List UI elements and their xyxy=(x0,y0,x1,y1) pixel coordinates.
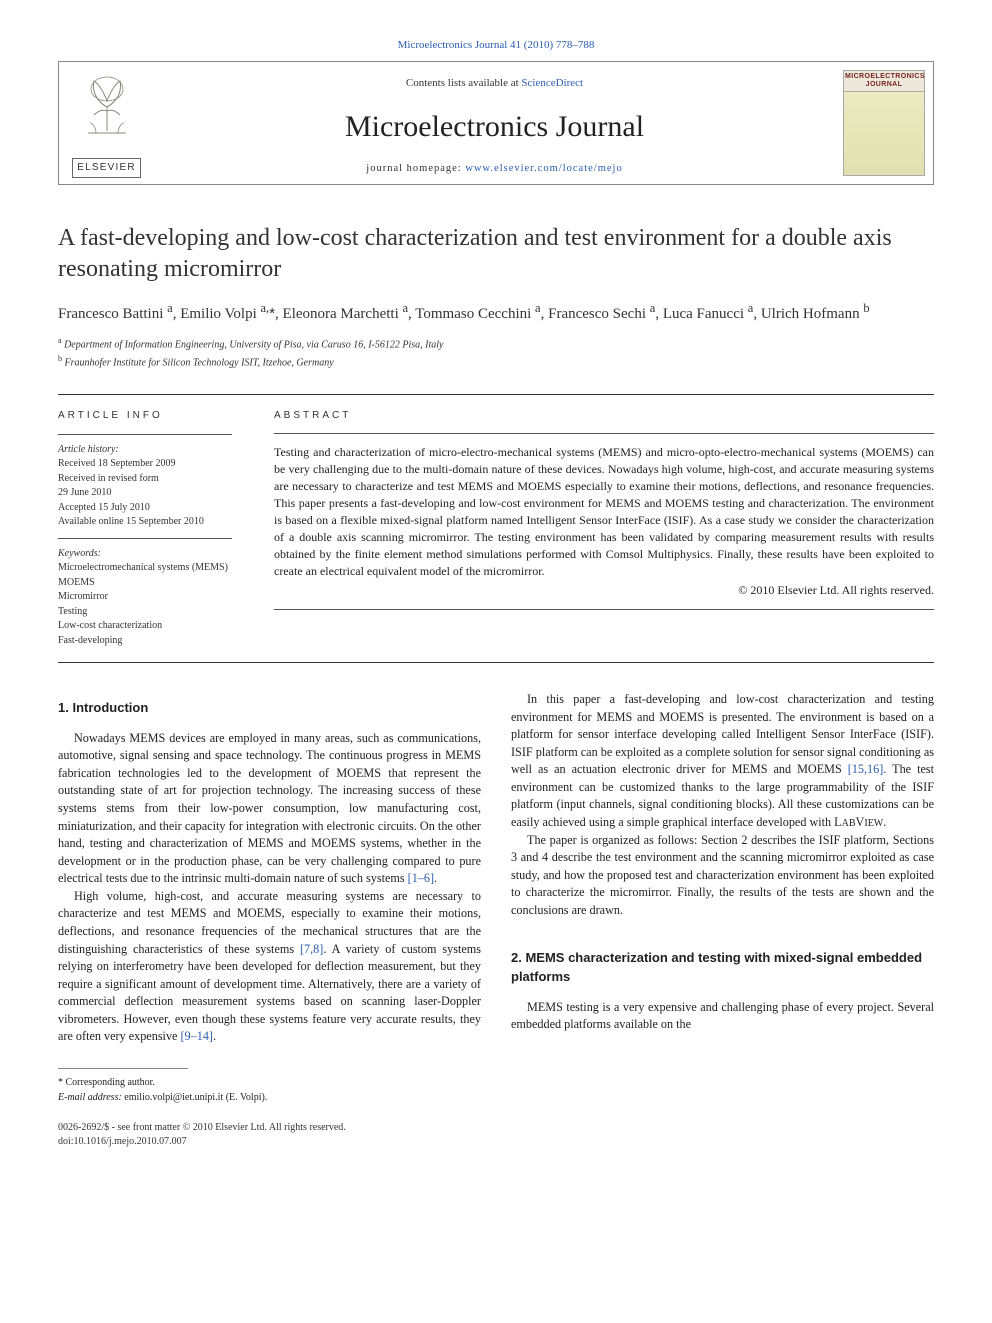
abstract-head: ABSTRACT xyxy=(274,409,934,423)
abstract-text: Testing and characterization of micro-el… xyxy=(274,444,934,580)
contents-line: Contents lists available at ScienceDirec… xyxy=(162,76,827,91)
publisher-name: ELSEVIER xyxy=(72,158,141,178)
article-title: A fast-developing and low-cost character… xyxy=(58,223,934,284)
homepage-prefix: journal homepage: xyxy=(366,163,465,174)
bottom-matter: 0026-2692/$ - see front matter © 2010 El… xyxy=(58,1121,934,1149)
section-1-heading: 1. Introduction xyxy=(58,699,481,718)
homepage-line: journal homepage: www.elsevier.com/locat… xyxy=(162,162,827,177)
abstract-column: ABSTRACT Testing and characterization of… xyxy=(274,395,934,662)
keywords-list: Microelectromechanical systems (MEMS)MOE… xyxy=(58,561,256,648)
sciencedirect-link[interactable]: ScienceDirect xyxy=(521,77,583,89)
article-info-column: ARTICLE INFO Article history: Received 1… xyxy=(58,395,274,662)
cover-thumb-box: MICROELECTRONICS JOURNAL xyxy=(835,62,933,184)
body-columns: 1. Introduction Nowadays MEMS devices ar… xyxy=(58,691,934,1046)
history-lines: Received 18 September 2009Received in re… xyxy=(58,457,256,530)
section-2-para-1: MEMS testing is a very expensive and cha… xyxy=(511,999,934,1034)
meta-abstract-block: ARTICLE INFO Article history: Received 1… xyxy=(58,394,934,663)
history-head: Article history: xyxy=(58,443,256,458)
journal-header: ELSEVIER Contents lists available at Sci… xyxy=(58,61,934,185)
elsevier-tree-icon xyxy=(72,68,142,146)
journal-reference: Microelectronics Journal 41 (2010) 778–7… xyxy=(58,38,934,53)
citation-15-16[interactable]: [15,16] xyxy=(848,762,884,776)
section-1-para-4: The paper is organized as follows: Secti… xyxy=(511,832,934,920)
citation-1-6[interactable]: [1–6] xyxy=(408,871,434,885)
footnotes: * Corresponding author. E-mail address: … xyxy=(58,1075,934,1105)
section-1-para-2: High volume, high-cost, and accurate mea… xyxy=(58,888,481,1046)
cover-label-1: MICROELECTRONICS xyxy=(845,73,923,81)
header-center: Contents lists available at ScienceDirec… xyxy=(154,62,835,184)
journal-title: Microelectronics Journal xyxy=(162,106,827,148)
abstract-copyright: © 2010 Elsevier Ltd. All rights reserved… xyxy=(274,582,934,599)
homepage-link[interactable]: www.elsevier.com/locate/mejo xyxy=(465,163,622,174)
publisher-logo-box: ELSEVIER xyxy=(59,62,154,184)
section-2-heading: 2. MEMS characterization and testing wit… xyxy=(511,949,934,986)
email-label: E-mail address: xyxy=(58,1092,122,1103)
email-address[interactable]: emilio.volpi@iet.unipi.it (E. Volpi). xyxy=(124,1092,267,1103)
journal-ref-link[interactable]: Microelectronics Journal 41 (2010) 778–7… xyxy=(398,39,595,51)
article-info-head: ARTICLE INFO xyxy=(58,409,256,424)
citation-9-14[interactable]: [9–14] xyxy=(181,1029,214,1043)
citation-7-8[interactable]: [7,8] xyxy=(300,942,323,956)
cover-label-2: JOURNAL xyxy=(845,81,923,89)
section-1-para-3: In this paper a fast-developing and low-… xyxy=(511,691,934,832)
keywords-head: Keywords: xyxy=(58,547,256,562)
authors: Francesco Battini a, Emilio Volpi a,*, E… xyxy=(58,299,934,326)
corresponding-author: * Corresponding author. xyxy=(58,1075,934,1090)
affiliations: a Department of Information Engineering,… xyxy=(58,335,934,370)
footnote-separator xyxy=(58,1068,188,1069)
issn-line: 0026-2692/$ - see front matter © 2010 El… xyxy=(58,1121,934,1135)
journal-cover-thumbnail: MICROELECTRONICS JOURNAL xyxy=(843,70,925,176)
section-1-para-1: Nowadays MEMS devices are employed in ma… xyxy=(58,730,481,888)
doi-line: doi:10.1016/j.mejo.2010.07.007 xyxy=(58,1135,934,1149)
contents-prefix: Contents lists available at xyxy=(406,77,521,89)
